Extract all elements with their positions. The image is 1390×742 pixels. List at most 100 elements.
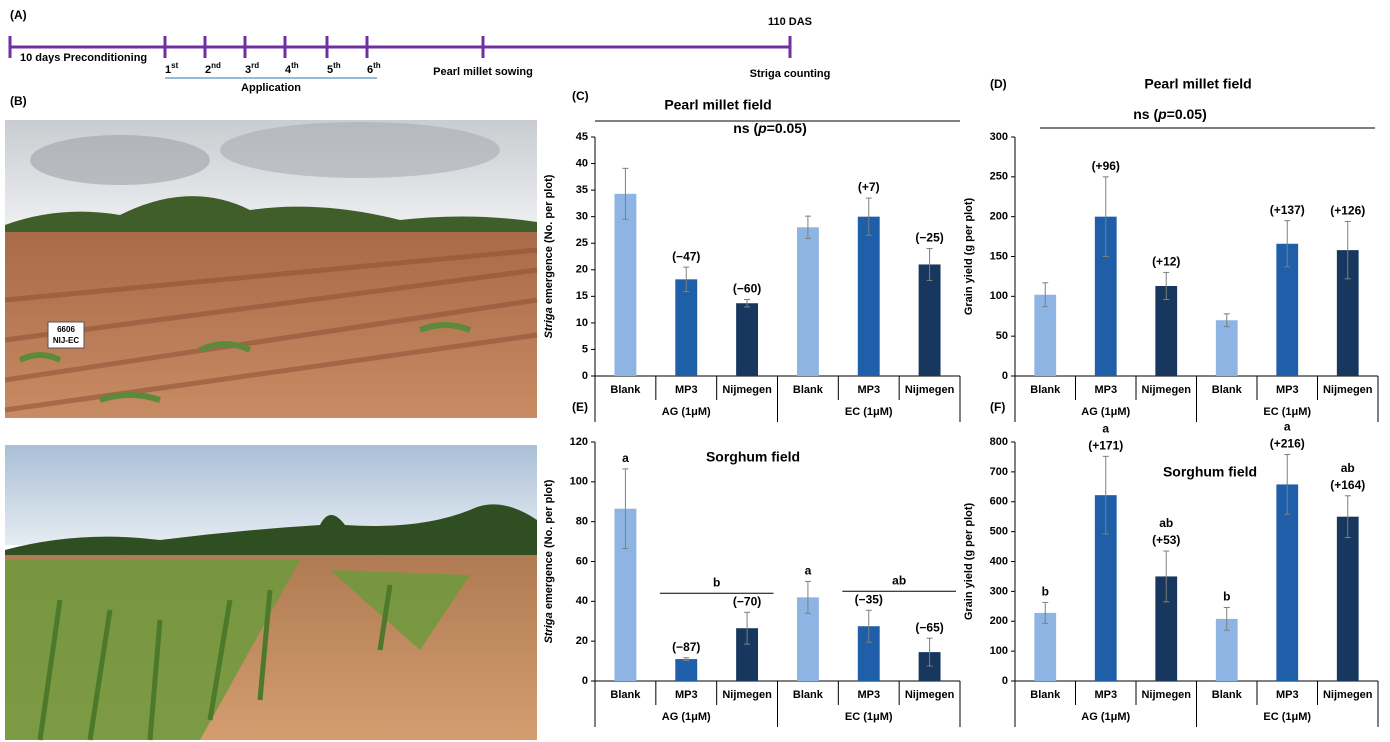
y-axis-label-part: Striga (543, 307, 555, 338)
significance-letter: a (1102, 422, 1109, 436)
application-number: 4th (285, 61, 299, 76)
y-axis-label: Striga emergence (No. per plot) (543, 174, 555, 338)
significance-letter: a (805, 564, 812, 578)
change-label: (−47) (672, 249, 700, 263)
plot-sign-text: 6606 (57, 325, 75, 334)
chart-title: Sorghum field (706, 449, 800, 465)
change-label: (−25) (915, 231, 943, 245)
x-tick-label: Nijmegen (905, 384, 955, 396)
change-label: (+96) (1092, 159, 1120, 173)
ordinal-suffix: th (373, 61, 381, 70)
application-number: 6th (367, 61, 381, 76)
significance-label: ns (p=0.05) (1133, 106, 1207, 122)
y-tick-label: 5 (582, 343, 588, 355)
panel-label: (D) (990, 77, 1007, 91)
x-tick-label: Blank (1212, 689, 1243, 701)
x-tick-label: Blank (793, 384, 824, 396)
change-label: (+53) (1152, 533, 1180, 547)
change-label: (+7) (858, 180, 880, 194)
x-tick-label: Blank (610, 384, 641, 396)
bar (736, 303, 758, 376)
end-label: 110 DAS (768, 16, 812, 28)
change-label: (+126) (1330, 204, 1365, 218)
application-number: 2nd (205, 61, 221, 76)
chart-title: Sorghum field (1163, 464, 1257, 480)
x-tick-label: MP3 (1276, 689, 1299, 701)
group-label: AG (1μM) (1081, 406, 1130, 418)
y-tick-label: 35 (576, 184, 588, 196)
bar (614, 194, 636, 376)
significance-letter: a (1284, 420, 1291, 434)
bar (675, 659, 697, 681)
change-label: (+216) (1270, 437, 1305, 451)
y-tick-label: 100 (990, 290, 1008, 302)
x-tick-label: Nijmegen (1141, 384, 1191, 396)
change-label: (−87) (672, 640, 700, 654)
y-tick-label: 50 (996, 330, 1008, 342)
counting-label: Striga counting (750, 68, 831, 80)
y-axis-label-part: Striga (543, 612, 555, 643)
significance-part: ns ( (1133, 106, 1158, 122)
y-axis-label-part: emergence (No. per plot) (543, 479, 555, 612)
y-tick-label: 10 (576, 317, 588, 329)
bar (1216, 320, 1238, 376)
significance-letter: a (622, 451, 629, 465)
panel-label: (A) (10, 8, 27, 22)
significance-letter: b (1042, 585, 1049, 599)
ordinal-suffix: rd (251, 61, 259, 70)
y-axis-label-part: Grain yield (g per plot) (963, 502, 975, 620)
y-axis-label: Striga emergence (No. per plot) (543, 479, 555, 643)
x-tick-label: Nijmegen (1323, 384, 1373, 396)
x-tick-label: MP3 (1276, 384, 1299, 396)
application-label: Application (241, 82, 301, 94)
group-label: EC (1μM) (845, 406, 893, 418)
y-tick-label: 30 (576, 211, 588, 223)
x-tick-label: Blank (1212, 384, 1243, 396)
y-tick-label: 200 (990, 211, 1008, 223)
x-tick-label: Nijmegen (1141, 689, 1191, 701)
significance-part: =0.05) (767, 120, 807, 136)
panel-label: (E) (572, 400, 588, 414)
y-tick-label: 0 (1002, 370, 1008, 382)
panel-label: (C) (572, 89, 589, 103)
x-tick-label: MP3 (1094, 689, 1117, 701)
significance-part: ns ( (733, 120, 758, 136)
significance-letter: ab (1341, 461, 1355, 475)
y-tick-label: 500 (990, 526, 1008, 538)
group-label: AG (1μM) (662, 406, 711, 418)
change-label: (−60) (733, 282, 761, 296)
preconditioning-label: 10 days Preconditioning (20, 52, 147, 64)
y-tick-label: 400 (990, 555, 1008, 567)
plot-sign-text: NIJ-EC (53, 336, 79, 345)
ordinal-suffix: th (291, 61, 299, 70)
significance-letter: ab (1159, 516, 1173, 530)
y-tick-label: 40 (576, 595, 588, 607)
y-tick-label: 100 (570, 476, 588, 488)
y-tick-label: 300 (990, 131, 1008, 143)
bar (919, 264, 941, 376)
application-number: 3rd (245, 61, 259, 76)
bar (858, 217, 880, 376)
x-tick-label: Blank (610, 689, 641, 701)
figure: (A) 10 days Preconditioning Application … (0, 0, 1390, 742)
group-label: AG (1μM) (662, 711, 711, 723)
y-axis-label: Grain yield (g per plot) (963, 502, 975, 620)
change-label: (+12) (1152, 255, 1180, 269)
x-tick-label: MP3 (675, 384, 698, 396)
y-tick-label: 80 (576, 516, 588, 528)
application-number: 1st (165, 61, 179, 76)
group-letter: ab (892, 573, 906, 587)
change-label: (−35) (855, 592, 883, 606)
x-tick-label: MP3 (857, 384, 880, 396)
y-tick-label: 300 (990, 585, 1008, 597)
y-axis-label-part: emergence (No. per plot) (543, 174, 555, 307)
x-tick-label: Blank (1030, 689, 1061, 701)
significance-part: =0.05) (1167, 106, 1207, 122)
group-letter: b (713, 575, 720, 589)
y-tick-label: 700 (990, 466, 1008, 478)
bar (675, 279, 697, 376)
sowing-label: Pearl millet sowing (433, 66, 533, 78)
